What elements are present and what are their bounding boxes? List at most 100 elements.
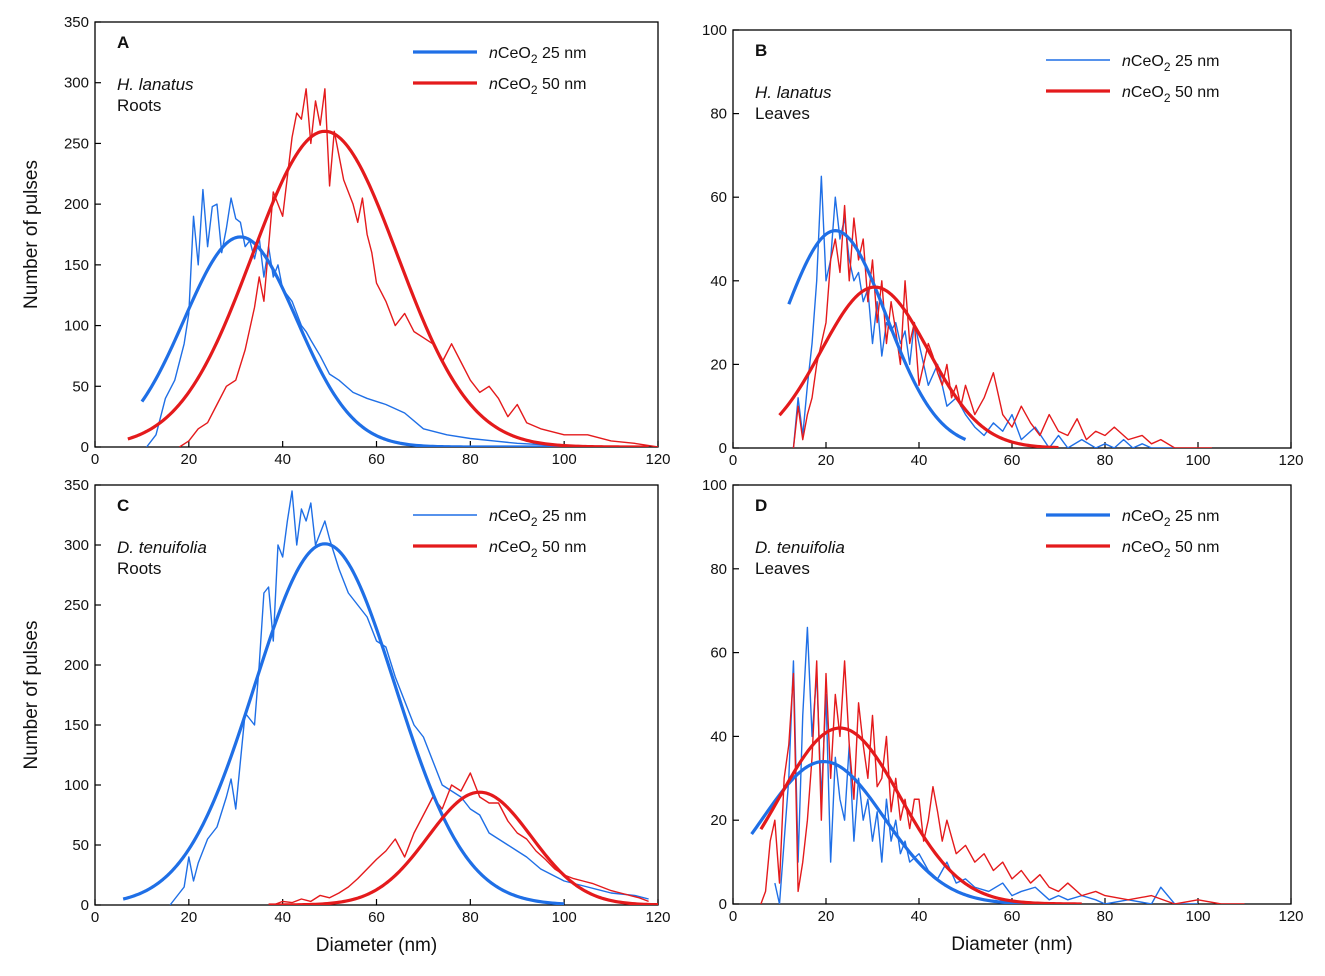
x-tick-label: 100 bbox=[1185, 908, 1210, 925]
series-group bbox=[122, 490, 658, 905]
x-tick-label: 60 bbox=[368, 451, 385, 468]
y-tick-label: 100 bbox=[64, 777, 89, 794]
fit-curve bbox=[268, 790, 658, 905]
y-tick-label: 250 bbox=[64, 135, 89, 152]
y-tick-label: 250 bbox=[64, 597, 89, 614]
y-tick-label: 0 bbox=[719, 440, 727, 457]
legend-item: nCeO2 50 nm bbox=[1046, 539, 1219, 560]
legend-label: nCeO2 25 nm bbox=[489, 508, 586, 529]
y-tick-label: 0 bbox=[81, 897, 89, 914]
y-tick-label: 20 bbox=[710, 812, 727, 829]
y-tick-label: 350 bbox=[64, 477, 89, 494]
legend-item: nCeO2 25 nm bbox=[1046, 508, 1219, 529]
y-tick-label: 60 bbox=[710, 189, 727, 206]
raw-data-line bbox=[146, 188, 612, 447]
y-tick-label: 80 bbox=[710, 106, 727, 123]
x-tick-label: 100 bbox=[552, 909, 577, 926]
x-tick-label: 60 bbox=[368, 909, 385, 926]
raw-data-line bbox=[169, 490, 649, 905]
series-group bbox=[778, 175, 1212, 448]
raw-data-line bbox=[760, 660, 1245, 904]
tissue-label: Roots bbox=[117, 559, 161, 578]
fit-curve bbox=[127, 129, 649, 447]
y-tick-label: 150 bbox=[64, 257, 89, 274]
raw-data-line bbox=[792, 175, 1175, 448]
legend-label: nCeO2 50 nm bbox=[489, 539, 586, 560]
legend-item: nCeO2 50 nm bbox=[413, 539, 586, 560]
fit-curve bbox=[759, 726, 1082, 904]
x-tick-label: 40 bbox=[911, 908, 928, 925]
x-tick-label: 100 bbox=[552, 451, 577, 468]
y-axis-title: Number of pulses bbox=[21, 160, 42, 309]
y-tick-label: 200 bbox=[64, 657, 89, 674]
panel-c: 0 20 40 60 80 100 120 0 50 100 150 200 250 300 350 Numb… bbox=[21, 477, 671, 956]
legend-item: nCeO2 50 nm bbox=[413, 76, 586, 97]
species-label: D. tenuifolia bbox=[117, 538, 207, 557]
x-tick-label: 120 bbox=[645, 909, 670, 926]
y-tick-label: 100 bbox=[702, 477, 727, 494]
x-tick-label: 120 bbox=[1278, 452, 1303, 469]
legend-label: nCeO2 25 nm bbox=[1122, 508, 1219, 529]
y-tick-label: 80 bbox=[710, 561, 727, 578]
y-tick-label: 0 bbox=[81, 439, 89, 456]
x-tick-label: 20 bbox=[818, 908, 835, 925]
species-label: H. lanatus bbox=[755, 83, 832, 102]
x-tick-label: 100 bbox=[1185, 452, 1210, 469]
y-tick-label: 20 bbox=[710, 356, 727, 373]
x-tick-label: 20 bbox=[180, 451, 197, 468]
panel-label: D bbox=[755, 496, 767, 515]
panel-label: B bbox=[755, 41, 767, 60]
x-axis-title: Diameter (nm) bbox=[951, 934, 1072, 955]
x-tick-label: 60 bbox=[1004, 452, 1021, 469]
series-group bbox=[127, 88, 658, 447]
legend-label: nCeO2 25 nm bbox=[489, 45, 586, 66]
y-tick-label: 40 bbox=[710, 728, 727, 745]
species-label: H. lanatus bbox=[117, 75, 194, 94]
y-tick-label: 60 bbox=[710, 645, 727, 662]
raw-data-line bbox=[273, 772, 649, 905]
x-tick-label: 80 bbox=[462, 909, 479, 926]
x-tick-label: 80 bbox=[1097, 452, 1114, 469]
y-axis-title: Number of pulses bbox=[21, 621, 42, 770]
y-tick-label: 150 bbox=[64, 717, 89, 734]
tissue-label: Leaves bbox=[755, 104, 810, 123]
panel-a: 0 20 40 60 80 100 120 0 50 100 150 200 250 300 350 Numb… bbox=[21, 14, 671, 468]
fit-curve bbox=[122, 542, 565, 905]
y-tick-label: 200 bbox=[64, 196, 89, 213]
y-tick-label: 50 bbox=[72, 378, 89, 395]
panel-b: 0 20 40 60 80 100 120 0 20 40 60 80 100 B H. lanatus Le… bbox=[702, 22, 1304, 469]
x-tick-label: 0 bbox=[91, 451, 99, 468]
fit-curve bbox=[787, 229, 967, 441]
x-tick-label: 0 bbox=[729, 908, 737, 925]
x-tick-label: 0 bbox=[729, 452, 737, 469]
y-tick-label: 300 bbox=[64, 537, 89, 554]
legend-item: nCeO2 25 nm bbox=[413, 508, 586, 529]
x-tick-label: 20 bbox=[180, 909, 197, 926]
x-tick-label: 0 bbox=[91, 909, 99, 926]
legend-label: nCeO2 50 nm bbox=[1122, 84, 1219, 105]
fit-curve bbox=[140, 235, 565, 447]
x-tick-label: 60 bbox=[1004, 908, 1021, 925]
y-tick-label: 350 bbox=[64, 14, 89, 31]
x-tick-label: 120 bbox=[1278, 908, 1303, 925]
y-tick-label: 0 bbox=[719, 896, 727, 913]
tissue-label: Leaves bbox=[755, 559, 810, 578]
fit-curve bbox=[750, 759, 1031, 904]
x-tick-label: 120 bbox=[645, 451, 670, 468]
raw-data-line bbox=[179, 88, 658, 447]
panel-d: 0 20 40 60 80 100 120 0 20 40 60 80 100 Diameter (nm)… bbox=[702, 477, 1304, 955]
legend-label: nCeO2 50 nm bbox=[489, 76, 586, 97]
fit-curve bbox=[778, 285, 1059, 448]
legend-label: nCeO2 50 nm bbox=[1122, 539, 1219, 560]
legend-label: nCeO2 25 nm bbox=[1122, 53, 1219, 74]
y-tick-label: 100 bbox=[702, 22, 727, 39]
panel-label: A bbox=[117, 33, 129, 52]
legend-item: nCeO2 25 nm bbox=[413, 45, 586, 66]
legend-item: nCeO2 50 nm bbox=[1046, 84, 1219, 105]
x-tick-label: 40 bbox=[911, 452, 928, 469]
y-tick-label: 300 bbox=[64, 75, 89, 92]
x-tick-label: 40 bbox=[274, 451, 291, 468]
y-tick-label: 40 bbox=[710, 273, 727, 290]
species-label: D. tenuifolia bbox=[755, 538, 845, 557]
